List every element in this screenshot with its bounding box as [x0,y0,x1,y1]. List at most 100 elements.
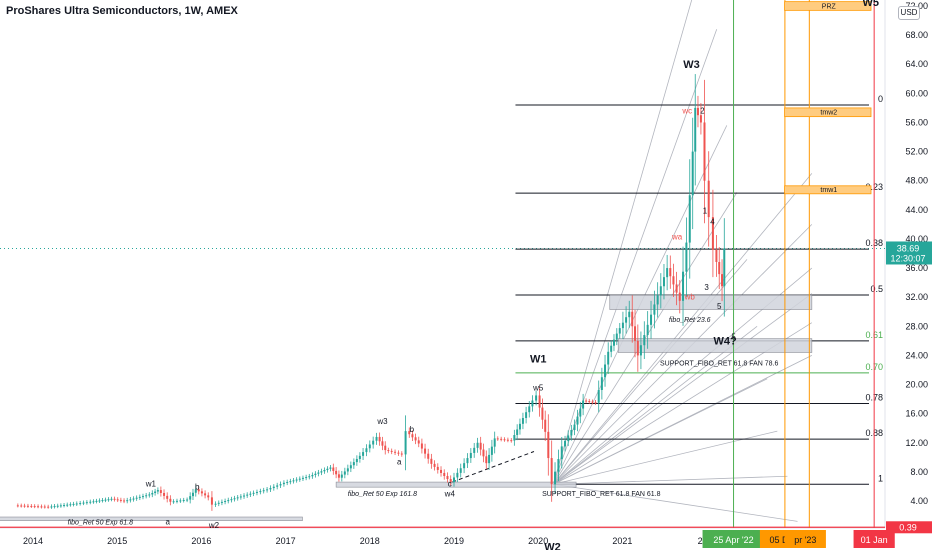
date-badge [853,530,895,548]
candle-body [554,471,557,485]
candle-body [490,446,493,455]
candle-body [101,500,104,502]
candle-body [503,439,506,441]
wave-label: 3 [704,283,709,292]
candle-body [594,402,597,404]
candle-body [116,499,119,501]
candle-body [375,436,378,441]
candle-body [26,505,29,507]
candle-body [311,475,314,477]
support-zone [0,516,303,521]
candle-body [210,497,213,505]
candle-body [547,431,550,459]
wave-label: 5 [717,302,722,311]
candle-body [694,107,697,152]
candle-body [669,268,672,277]
candle-body [453,477,455,483]
candle-body [59,505,62,507]
candle-body [33,506,36,508]
candle-body [417,440,420,444]
candle-body [172,501,175,503]
y-tick-label: 68.00 [905,30,928,40]
candle-body [466,458,469,464]
date-badge-label: pr '23 [794,535,816,545]
candle-body [123,500,126,502]
date-badge-label: 25 Apr '22 [713,535,753,545]
candle-body [141,496,144,498]
candle-body [567,435,570,441]
chart-annotation: fibo_Ret 50 Exp 61.8 [68,519,133,526]
candle-body [372,440,375,445]
orange-target-box [784,185,872,195]
candle-body [119,499,122,501]
wave-label: W3 [683,59,700,71]
wave-label: W1 [530,354,547,366]
candle-body [628,311,631,318]
fan-line [553,483,798,522]
currency-button[interactable]: USD [898,6,920,20]
candle-body [384,445,387,451]
candle-body [685,242,688,272]
chart-annotation: fibo_Ret 50 Exp 161.8 [348,491,417,498]
candle-body [582,400,585,409]
y-tick-label: 8.00 [910,467,928,477]
candle-body [23,505,26,507]
candle-body [298,478,301,480]
candle-body [525,412,528,419]
wave-label: wa [671,233,683,242]
candle-body [493,438,496,447]
candle-body [156,490,159,492]
candle-body [711,217,714,250]
candle-body [282,482,285,485]
fan-line [552,0,693,485]
candle-body [570,430,573,436]
candle-body [636,340,639,356]
candle-body [564,440,567,447]
wave-label: w1 [145,479,157,488]
candle-body [110,498,113,500]
fan-line [553,259,748,485]
candle-body [456,472,459,478]
candle-body [703,122,706,181]
candle-body [381,441,384,446]
candle-body [427,453,430,459]
candle-body [436,466,439,470]
candle-body [43,506,46,508]
candle-body [400,453,403,455]
x-tick-label: 2015 [107,536,127,546]
candle-body [154,491,157,493]
wave-label: w5 [532,383,544,392]
candle-body [286,481,289,483]
fib-level-label: 0.5 [870,284,883,294]
fan-ray [553,355,813,485]
candle-body [92,501,95,503]
candle-body [476,442,479,448]
wave-label: w4 [444,490,456,499]
candle-body [305,477,308,479]
candle-body [214,503,217,505]
candle-body [272,486,275,489]
candle-body [414,437,417,441]
candle-body [352,462,355,466]
candle-body [82,502,85,504]
candle-body [66,504,69,506]
candle-body [579,408,582,417]
candle-body [516,429,519,435]
candle-body [104,499,107,501]
fan-line [553,475,788,485]
candle-body [224,501,227,502]
candle-body [289,481,292,483]
candle-body [615,333,618,340]
wave-label: 4 [710,217,715,226]
candle-body [135,497,138,499]
candle-body [175,500,178,502]
candle-body [197,489,200,492]
candle-body [246,494,249,496]
candle-body [40,506,43,508]
orange-box-label: tmw1 [820,187,837,194]
y-tick-label: 44.00 [905,205,928,215]
candle-body [718,261,721,275]
candle-body [113,498,116,500]
